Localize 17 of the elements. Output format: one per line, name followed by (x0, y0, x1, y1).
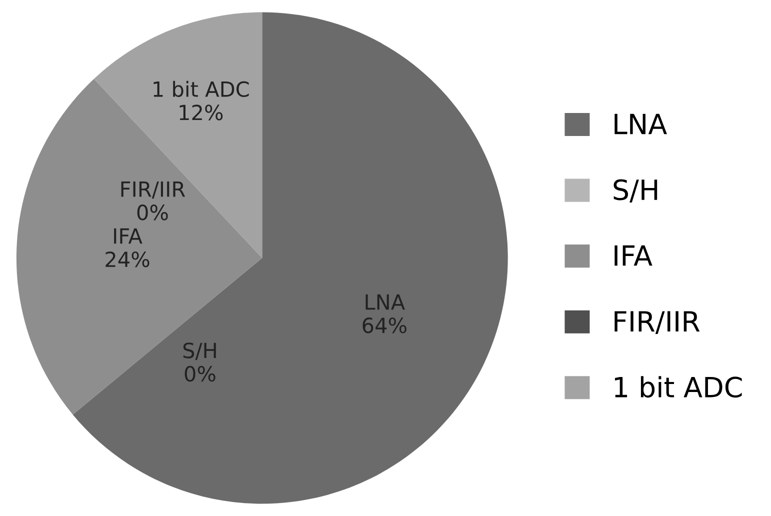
legend-label: LNA (614, 114, 667, 134)
slice-label: IFA (114, 228, 142, 244)
slice-label: LNA (366, 294, 405, 310)
data-label: 12% (180, 104, 223, 120)
text: 0% (184, 366, 216, 382)
legend-label: S/H (614, 179, 658, 202)
slice-label: 1 bit ADC (154, 80, 249, 98)
category-label: S/H (183, 342, 216, 360)
pie-slice (16, 78, 262, 415)
legend-label: IFA (614, 245, 652, 266)
data-label: 24% (106, 251, 150, 268)
data-label: 64% (362, 317, 406, 334)
legend-label: 1 bit ADC (614, 376, 742, 398)
pie-slice (72, 12, 508, 504)
legend-label: FIR/IIR (614, 311, 700, 334)
category-label: FIR/IIR (121, 182, 186, 199)
text: 0% (137, 204, 168, 220)
